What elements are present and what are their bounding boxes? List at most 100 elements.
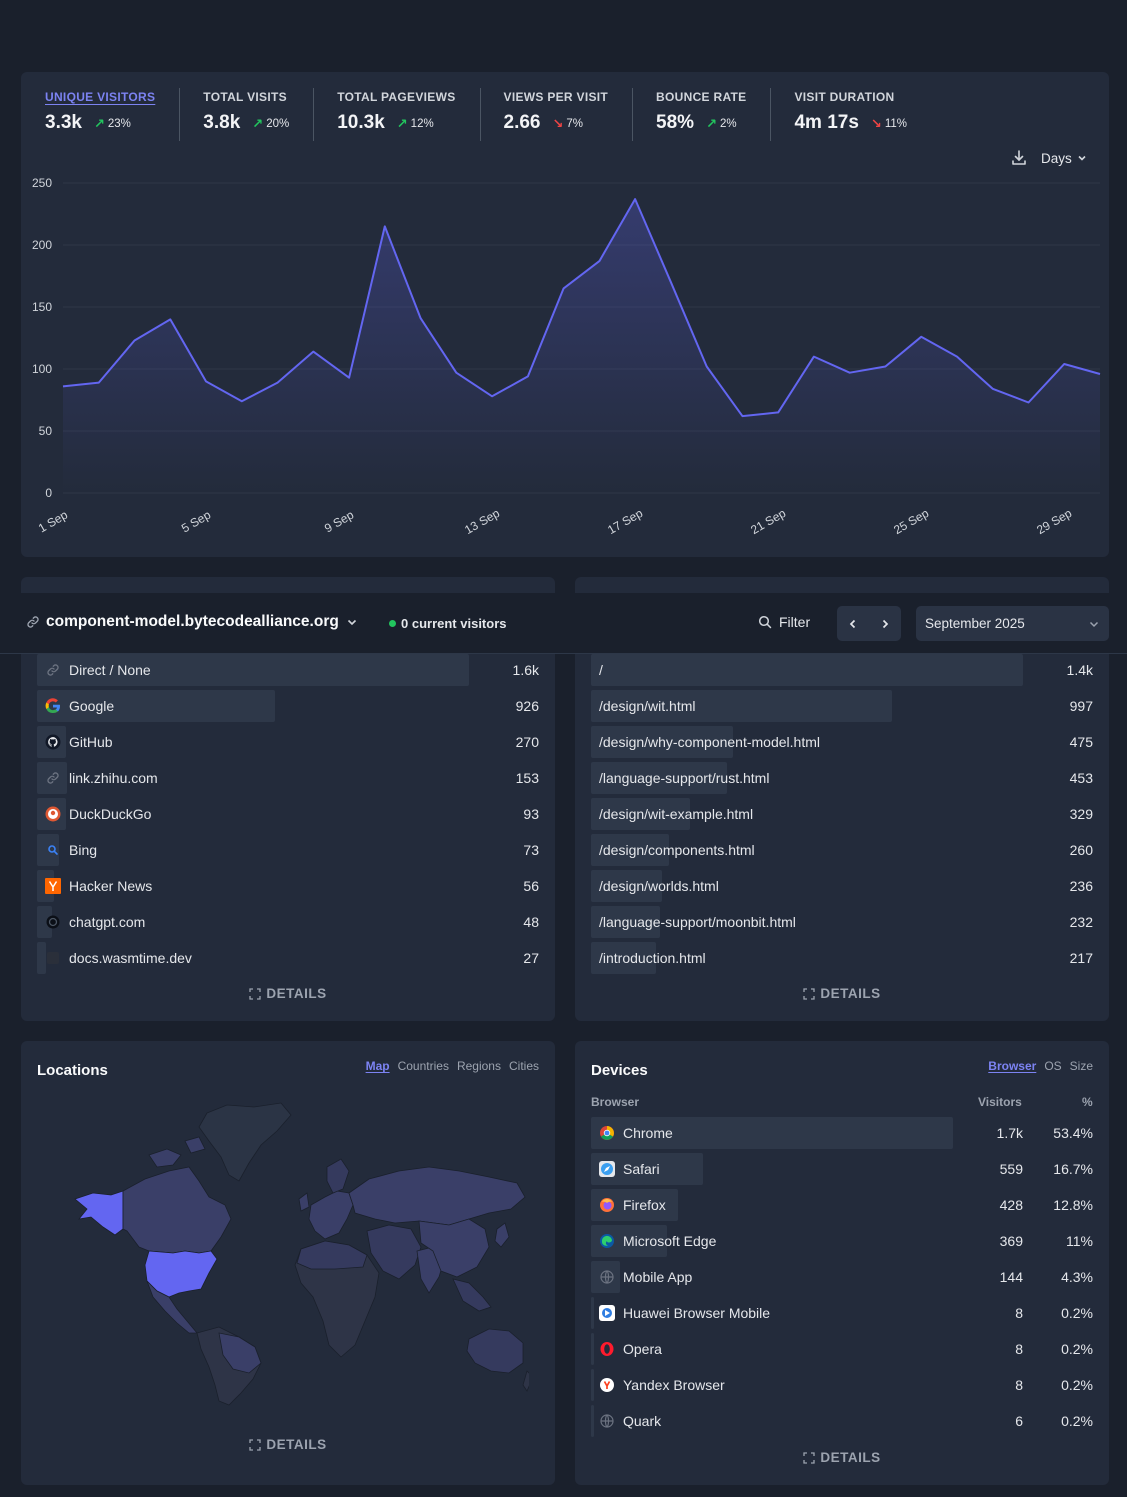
row-value: 48 xyxy=(523,914,539,930)
filter-button[interactable]: Filter xyxy=(758,614,810,630)
map-region-canada-islands[interactable] xyxy=(148,1136,206,1168)
source-row[interactable]: Bing 73 xyxy=(37,834,539,866)
search-icon xyxy=(758,615,772,629)
x-tick-label: 1 Sep xyxy=(36,507,70,535)
tab-regions[interactable]: Regions xyxy=(456,1059,501,1073)
metric-5[interactable]: VISIT DURATION 4m 17s ↘ 11% xyxy=(770,88,931,142)
tab-cities[interactable]: Cities xyxy=(508,1059,539,1073)
column-header-visitors[interactable]: Visitors xyxy=(978,1095,1022,1109)
browser-row[interactable]: Opera 8 0.2% xyxy=(591,1333,1093,1365)
map-region-north-africa[interactable] xyxy=(296,1240,368,1270)
metric-1[interactable]: TOTAL VISITS 3.8k ↗ 20% xyxy=(179,88,313,142)
browser-row[interactable]: Yandex Browser 8 0.2% xyxy=(591,1369,1093,1401)
row-label: /design/wit-example.html xyxy=(599,806,754,822)
row-label: /design/worlds.html xyxy=(599,878,719,894)
source-row[interactable]: DuckDuckGo 93 xyxy=(37,798,539,830)
browser-row[interactable]: Safari 559 16.7% xyxy=(591,1153,1093,1185)
page-row[interactable]: /design/why-component-model.html 475 xyxy=(591,726,1093,758)
map-region-southeast-asia[interactable] xyxy=(452,1278,492,1312)
tab-countries[interactable]: Countries xyxy=(397,1059,449,1073)
map-region-new-zealand[interactable] xyxy=(522,1370,529,1392)
row-value: 926 xyxy=(515,698,539,714)
row-label: Yandex Browser xyxy=(623,1377,725,1393)
map-region-russia[interactable] xyxy=(348,1166,526,1226)
map-region-scandinavia[interactable] xyxy=(326,1158,350,1194)
row-visitors: 8 xyxy=(1015,1341,1023,1357)
source-row[interactable]: Hacker News 56 xyxy=(37,870,539,902)
metric-3[interactable]: VIEWS PER VISIT 2.66 ↘ 7% xyxy=(479,88,633,142)
download-icon[interactable] xyxy=(1008,147,1030,169)
next-period-button[interactable] xyxy=(869,606,901,641)
pages-details-button[interactable]: DETAILS xyxy=(575,986,1109,1001)
tab-os[interactable]: OS xyxy=(1044,1059,1062,1073)
source-row[interactable]: chatgpt.com 48 xyxy=(37,906,539,938)
devices-list: Chrome 1.7k 53.4% Safari 559 16.7% Firefox 428 1… xyxy=(591,1117,1093,1441)
source-row[interactable]: link.zhihu.com 153 xyxy=(37,762,539,794)
row-visitors: 6 xyxy=(1015,1413,1023,1429)
row-bar xyxy=(591,834,669,866)
page-row[interactable]: /design/worlds.html 236 xyxy=(591,870,1093,902)
page-row[interactable]: /design/wit.html 997 xyxy=(591,690,1093,722)
map-region-canada[interactable] xyxy=(122,1166,232,1254)
map-region-uk[interactable] xyxy=(298,1192,310,1212)
world-map[interactable] xyxy=(49,1101,529,1411)
row-label: Huawei Browser Mobile xyxy=(623,1305,771,1321)
map-region-europe[interactable] xyxy=(308,1190,354,1240)
metric-4[interactable]: BOUNCE RATE 58% ↗ 2% xyxy=(632,88,770,142)
metric-label: TOTAL PAGEVIEWS xyxy=(337,90,456,104)
row-label: Google xyxy=(69,698,115,714)
map-region-australia[interactable] xyxy=(466,1328,524,1374)
period-select[interactable]: September 2025 xyxy=(916,606,1109,641)
row-percent: 0.2% xyxy=(1061,1413,1093,1429)
map-region-middle-east[interactable] xyxy=(366,1224,422,1280)
metric-2[interactable]: TOTAL PAGEVIEWS 10.3k ↗ 12% xyxy=(313,88,479,142)
expand-icon xyxy=(249,987,262,1000)
metric-0[interactable]: UNIQUE VISITORS 3.3k ↗ 23% xyxy=(21,88,179,142)
page-row[interactable]: /design/wit-example.html 329 xyxy=(591,798,1093,830)
arrow-down-icon: ↘ xyxy=(552,116,564,131)
page-row[interactable]: /introduction.html 217 xyxy=(591,942,1093,974)
browser-row[interactable]: Firefox 428 12.8% xyxy=(591,1189,1093,1221)
site-switcher[interactable]: component-model.bytecodealliance.org xyxy=(26,613,359,631)
metric-value: 10.3k xyxy=(337,112,385,133)
interval-select[interactable]: Days xyxy=(1041,148,1087,168)
row-visitors: 8 xyxy=(1015,1377,1023,1393)
row-bar xyxy=(37,762,68,794)
source-row[interactable]: Google 926 xyxy=(37,690,539,722)
page-row[interactable]: /design/components.html 260 xyxy=(591,834,1093,866)
browser-row[interactable]: Mobile App 144 4.3% xyxy=(591,1261,1093,1293)
previous-period-button[interactable] xyxy=(837,606,869,641)
source-row[interactable]: docs.wasmtime.dev 27 xyxy=(37,942,539,974)
browser-row[interactable]: Chrome 1.7k 53.4% xyxy=(591,1117,1093,1149)
row-label-wrap: /design/wit-example.html xyxy=(599,798,753,830)
page-row[interactable]: /language-support/moonbit.html 232 xyxy=(591,906,1093,938)
tab-map[interactable]: Map xyxy=(365,1059,390,1073)
map-region-greenland[interactable] xyxy=(198,1102,292,1182)
page-row[interactable]: /language-support/rust.html 453 xyxy=(591,762,1093,794)
devices-details-button[interactable]: DETAILS xyxy=(575,1450,1109,1465)
tab-browser[interactable]: Browser xyxy=(988,1059,1037,1073)
locations-details-button[interactable]: DETAILS xyxy=(21,1437,555,1452)
current-visitors[interactable]: 0 current visitors xyxy=(389,616,507,631)
source-row[interactable]: Direct / None 1.6k xyxy=(37,654,539,686)
row-label-wrap: Yandex Browser xyxy=(599,1369,725,1401)
row-percent: 0.2% xyxy=(1061,1377,1093,1393)
map-region-brazil[interactable] xyxy=(218,1332,262,1374)
browser-row[interactable]: Huawei Browser Mobile 8 0.2% xyxy=(591,1297,1093,1329)
globe-icon xyxy=(599,1269,615,1285)
metric-row: 58% ↗ 2% xyxy=(656,112,746,134)
map-region-japan[interactable] xyxy=(494,1222,510,1248)
map-region-china[interactable] xyxy=(418,1218,490,1278)
page-row[interactable]: / 1.4k xyxy=(591,654,1093,686)
source-row[interactable]: GitHub 270 xyxy=(37,726,539,758)
sources-details-button[interactable]: DETAILS xyxy=(21,986,555,1001)
column-header-browser[interactable]: Browser xyxy=(591,1095,640,1109)
tab-size[interactable]: Size xyxy=(1069,1059,1093,1073)
devices-tabs: Browser OS Size xyxy=(988,1059,1093,1073)
visitors-chart[interactable]: 0 50 100 150 200 250 1 Sep 5 Sep 9 Sep 13 Sep 17 S… xyxy=(21,72,1109,557)
pages-list: / 1.4k/design/wit.html 997/design/why-comp… xyxy=(591,654,1093,978)
column-header-percent[interactable]: % xyxy=(1082,1095,1093,1109)
browser-row[interactable]: Quark 6 0.2% xyxy=(591,1405,1093,1437)
browser-row[interactable]: Microsoft Edge 369 11% xyxy=(591,1225,1093,1257)
map-region-alaska[interactable] xyxy=(74,1190,124,1236)
